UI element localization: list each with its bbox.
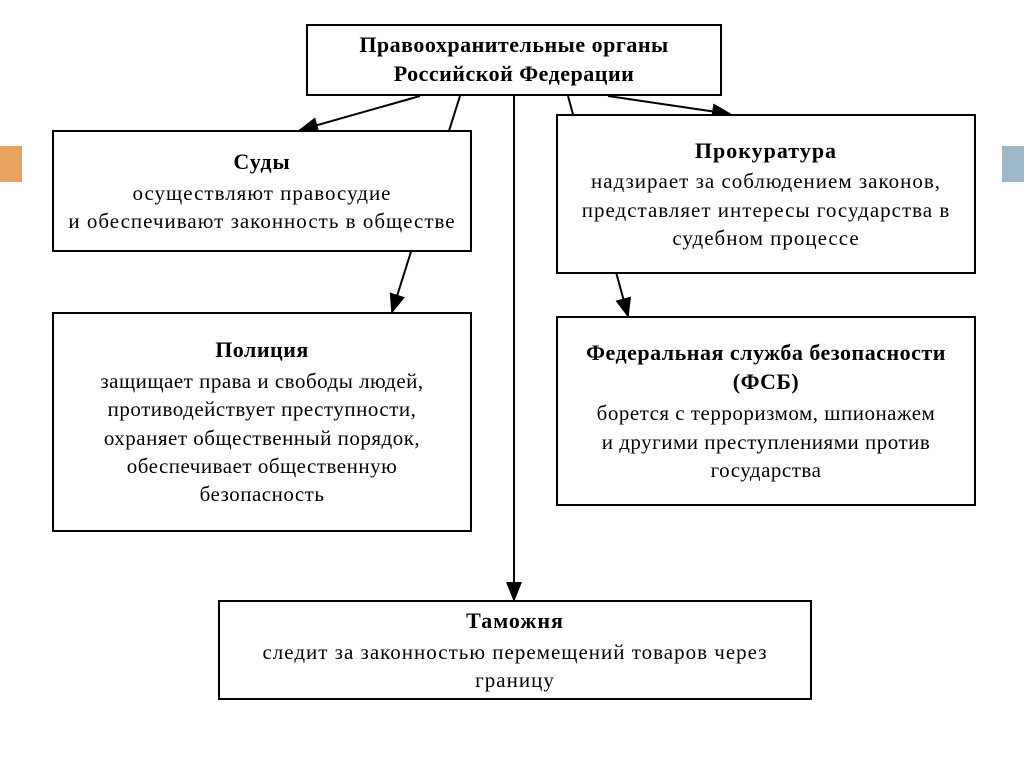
root-title-line2: Российской Федерации [394,60,635,89]
root-title-line1: Правоохранительные органы [359,31,668,60]
node-desc: надзирает за соблюдением законов, предст… [572,167,960,252]
edge-root-courts [300,96,420,130]
node-prosecution: Прокуратуранадзирает за соблюдением зако… [556,114,976,274]
right-accent-tab [1002,146,1024,182]
node-customs: Таможняследит за законностью перемещений… [218,600,812,700]
node-title: Таможня [466,606,564,636]
node-courts: Судыосуществляют правосудие и обеспечива… [52,130,472,252]
node-desc: следит за законностью перемещений товаро… [234,638,796,695]
node-police: Полициязащищает права и свободы людей, п… [52,312,472,532]
node-title: Прокуратура [695,136,837,166]
node-title: Суды [233,147,290,177]
node-desc: борется с терроризмом, шпионажем и други… [572,399,960,484]
node-title: Полиция [215,335,309,365]
node-desc: осуществляют правосудие и обеспечивают з… [68,179,456,236]
left-accent-tab [0,146,22,182]
edge-root-prosecution [608,96,730,114]
node-fsb: Федеральная служба безопасности (ФСБ)бор… [556,316,976,506]
node-title: Федеральная служба безопасности (ФСБ) [572,338,960,397]
root-node: Правоохранительные органы Российской Фед… [306,24,722,96]
node-desc: защищает права и свободы людей, противод… [68,367,456,509]
